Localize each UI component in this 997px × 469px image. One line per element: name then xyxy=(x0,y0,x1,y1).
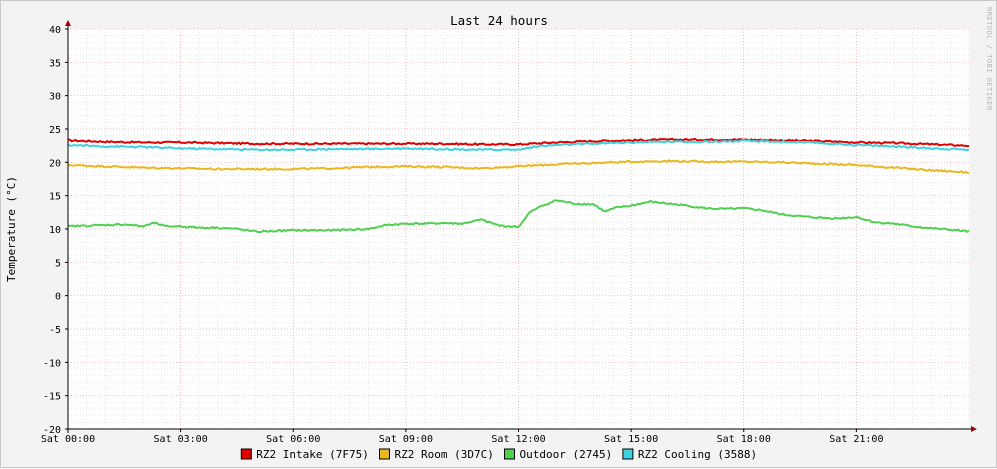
x-axis-arrow xyxy=(971,426,977,432)
x-tick-label: Sat 06:00 xyxy=(266,434,320,445)
y-axis-arrow xyxy=(65,20,71,26)
axes xyxy=(65,20,977,433)
series-line xyxy=(67,137,970,148)
x-tick-labels: Sat 00:00 Sat 03:00 Sat 06:00 Sat 09:00 Sat … xyxy=(41,434,884,445)
legend: RZ2 Intake (7F75) RZ2 Room (3D7C) Outdoor … xyxy=(240,448,757,461)
x-tick-label: Sat 09:00 xyxy=(379,434,433,445)
legend-swatch xyxy=(379,448,390,460)
y-tick-label: 15 xyxy=(49,192,61,203)
y-tick-label: 0 xyxy=(55,292,61,303)
x-tick-label: Sat 00:00 xyxy=(41,434,95,445)
y-tick-label: -10 xyxy=(43,358,61,369)
y-tick-label: 25 xyxy=(49,125,61,136)
y-tick-label: 40 xyxy=(49,25,61,36)
legend-label: Outdoor (2745) xyxy=(520,448,613,461)
series-line xyxy=(67,159,970,174)
x-tick-label: Sat 18:00 xyxy=(717,434,771,445)
series-line xyxy=(67,199,970,234)
chart-title: Last 24 hours xyxy=(450,13,548,28)
legend-label: RZ2 Intake (7F75) xyxy=(256,448,369,461)
y-axis-label: Temperature (°C) xyxy=(5,176,18,282)
x-tick-label: Sat 21:00 xyxy=(829,434,883,445)
y-tick-label: 20 xyxy=(49,158,61,169)
legend-swatch xyxy=(622,448,634,460)
y-tick-label: -15 xyxy=(43,392,61,403)
y-tick-label: 35 xyxy=(49,58,61,69)
x-tick-label: Sat 03:00 xyxy=(154,434,208,445)
y-tick-label: 30 xyxy=(49,92,61,103)
rrdtool-watermark: RRDTOOL / TOBI OETIKER xyxy=(985,7,993,111)
legend-swatch xyxy=(504,448,515,460)
y-tick-label: -5 xyxy=(49,325,61,336)
y-tick-label: 5 xyxy=(55,258,61,269)
x-tick-label: Sat 12:00 xyxy=(491,434,545,445)
legend-swatch xyxy=(240,448,252,460)
x-tick-label: Sat 15:00 xyxy=(604,434,658,445)
series-layer xyxy=(67,137,970,234)
legend-label: RZ2 Cooling (3588) xyxy=(638,448,757,461)
y-tick-label: 10 xyxy=(49,225,61,236)
series-line xyxy=(67,139,970,152)
y-tick-label: -20 xyxy=(43,425,61,436)
legend-label: RZ2 Room (3D7C) xyxy=(395,448,494,461)
y-tick-labels: 40 35 30 25 20 15 10 5 0 -5 -10 -15 -20 xyxy=(43,25,61,436)
